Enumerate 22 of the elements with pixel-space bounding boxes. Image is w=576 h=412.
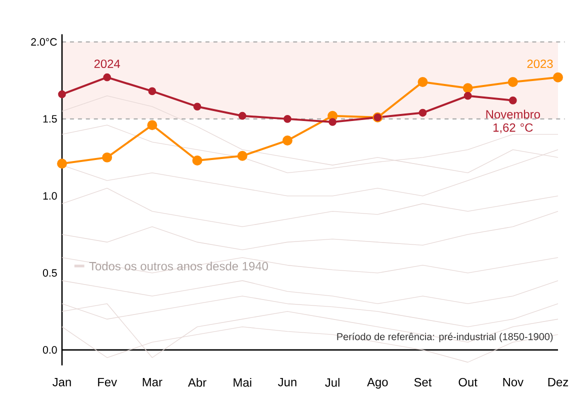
y-tick-label: 1.0 (43, 192, 57, 200)
x-tick-label: Set (414, 378, 432, 386)
x-tick-label: Abr (188, 378, 206, 387)
x-tick-label: Mar (142, 378, 162, 386)
x-tick-label: Nov (503, 378, 524, 386)
y-tick-label: 2.0°C (31, 38, 57, 46)
x-tick-label: Fev (98, 378, 118, 386)
x-tick-label: Jun (278, 378, 296, 386)
x-tick-label: Mai (234, 378, 252, 387)
y-tick-label: 0.5 (42, 269, 57, 277)
y-tick-label: 0.0 (42, 346, 57, 354)
series-label: 2023 (527, 60, 553, 68)
series-label: 2024 (94, 60, 120, 68)
legend-label: Todos os outros anos desde 1940 (89, 262, 268, 270)
x-tick-label: Dez (548, 378, 568, 386)
x-tick-label: Ago (367, 378, 388, 389)
annotation: Período de referência: pré-industrial (1850-1900) (337, 332, 553, 342)
y-tick-label: 1.5 (43, 115, 57, 123)
x-tick-label: Jul (325, 378, 340, 387)
x-tick-label: Out (458, 378, 478, 386)
x-tick-label: Jan (52, 378, 71, 386)
annotation: Novembro 1,62 °C (486, 110, 540, 134)
